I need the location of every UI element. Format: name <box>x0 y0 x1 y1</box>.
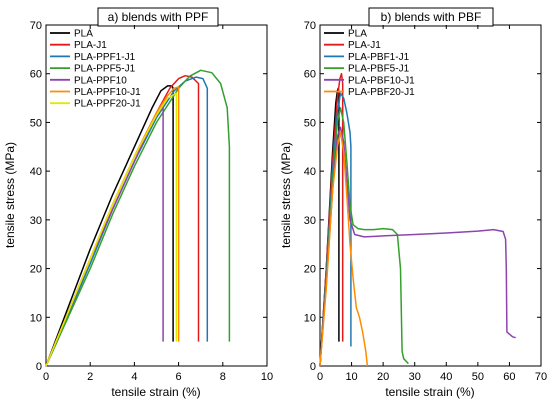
y-tick-label: 20 <box>30 264 42 276</box>
series-line-pla-ppf20-j1 <box>45 92 178 367</box>
series-line-pla-j1 <box>45 74 200 367</box>
legend-label: PLA-J1 <box>74 40 107 51</box>
x-tick-label: 8 <box>220 371 226 383</box>
y-tick-label: 10 <box>304 312 316 324</box>
y-axis-label-b: tensile stress (MPa) <box>279 142 293 248</box>
x-axis-label-b: tensile strain (%) <box>385 385 474 399</box>
x-tick-label: 60 <box>503 371 515 383</box>
x-tick-label: 6 <box>176 371 182 383</box>
legend-label: PLA-PBF1-J1 <box>348 52 410 63</box>
y-tick-label: 0 <box>310 361 316 373</box>
legend-label: PLA-PPF20-J1 <box>74 99 141 110</box>
legend-label: PLA-PPF10-J1 <box>74 87 141 98</box>
series-line-pla-pbf20-j1 <box>319 131 369 367</box>
series-line-pla-ppf5-j1 <box>45 69 231 367</box>
x-tick-label: 0 <box>317 371 323 383</box>
x-tick-label: 30 <box>409 371 421 383</box>
legend-label: PLA-PBF10-J1 <box>348 75 415 86</box>
legend-b: PLAPLA-J1PLA-PBF1-J1PLA-PBF5-J1PLA-PBF10… <box>324 29 415 98</box>
x-tick-label: 40 <box>440 371 452 383</box>
legend-label: PLA-PPF10 <box>74 75 127 86</box>
y-tick-label: 40 <box>304 166 316 178</box>
y-tick-label: 20 <box>304 264 316 276</box>
y-tick-label: 70 <box>304 20 316 32</box>
y-tick-label: 30 <box>304 215 316 227</box>
x-ticks-a: 0 2 4 6 8 10 <box>43 25 273 383</box>
x-tick-label: 4 <box>131 371 137 383</box>
y-tick-label: 30 <box>30 215 42 227</box>
y-ticks-a: 0 10 20 30 40 50 60 70 <box>30 20 267 373</box>
y-tick-label: 40 <box>30 166 42 178</box>
y-tick-label: 70 <box>30 20 42 32</box>
series-line-pla-pbf10-j1 <box>319 126 516 367</box>
legend-label: PLA-J1 <box>348 40 381 51</box>
series-group-a <box>45 69 231 367</box>
legend-label: PLA <box>348 29 367 40</box>
chart-panel-a: a) blends with PPF 0 10 20 30 40 50 60 70 0 2 4 6 8… <box>3 7 273 399</box>
title-box-b <box>368 7 494 27</box>
legend-label: PLA-PPF5-J1 <box>74 64 136 75</box>
legend-label: PLA-PPF1-J1 <box>74 52 136 63</box>
series-line-pla-pbf1-j1 <box>319 92 352 367</box>
title-box-a <box>97 7 219 27</box>
series-group-b <box>319 72 516 367</box>
series-line-pla-ppf1-j1 <box>45 76 209 367</box>
y-ticks-b: 0 10 20 30 40 50 60 70 <box>304 20 541 373</box>
chart-title-a: a) blends with PPF <box>108 10 209 24</box>
y-tick-label: 50 <box>30 117 42 129</box>
series-line-pla-pbf5-j1 <box>319 107 409 367</box>
x-tick-label: 10 <box>261 371 273 383</box>
y-tick-label: 10 <box>30 312 42 324</box>
legend-a: PLAPLA-J1PLA-PPF1-J1PLA-PPF5-J1PLA-PPF10… <box>50 29 141 110</box>
x-tick-label: 50 <box>472 371 484 383</box>
x-tick-label: 0 <box>43 371 49 383</box>
y-axis-label-a: tensile stress (MPa) <box>3 142 17 248</box>
x-ticks-b: 0 10 20 30 40 50 60 70 <box>317 25 547 383</box>
x-axis-label-a: tensile strain (%) <box>111 385 200 399</box>
x-tick-label: 2 <box>87 371 93 383</box>
y-tick-label: 50 <box>304 117 316 129</box>
chart-title-b: b) blends with PBF <box>381 10 482 24</box>
y-tick-label: 60 <box>304 69 316 81</box>
chart-panel-b: b) blends with PBF 0 10 20 30 40 50 60 70 0 10 20… <box>279 7 547 399</box>
x-tick-label: 10 <box>345 371 357 383</box>
series-line-pla-ppf10-j1 <box>45 86 180 367</box>
legend-label: PLA-PBF20-J1 <box>348 87 415 98</box>
legend-label: PLA <box>74 29 93 40</box>
x-tick-label: 70 <box>535 371 547 383</box>
y-tick-label: 0 <box>36 361 42 373</box>
legend-label: PLA-PBF5-J1 <box>348 64 410 75</box>
y-tick-label: 60 <box>30 69 42 81</box>
x-tick-label: 20 <box>377 371 389 383</box>
